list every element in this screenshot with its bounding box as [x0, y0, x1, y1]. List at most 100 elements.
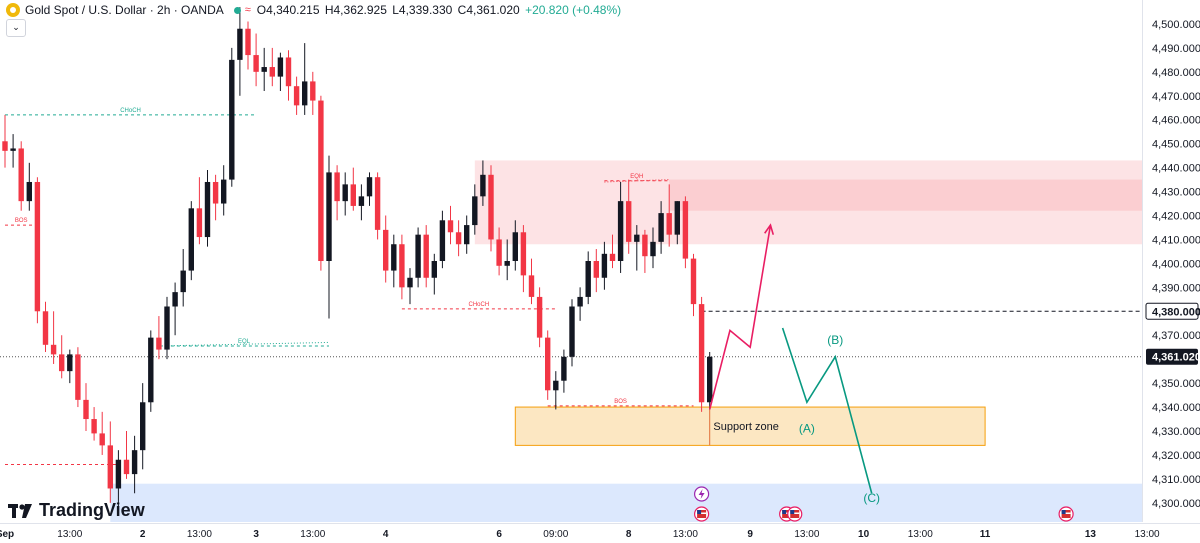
time-tick-label: 13:00: [57, 529, 82, 540]
candle-body: [682, 201, 689, 259]
candle-body: [674, 201, 680, 235]
candle-body: [407, 277, 413, 288]
low-value: L4,339.330: [392, 3, 453, 17]
candle-body: [464, 225, 470, 245]
us-flag-canton: [782, 510, 787, 514]
candle-body: [577, 296, 583, 307]
time-tick-label: Sep: [0, 529, 14, 540]
time-tick-label: 3: [253, 529, 259, 540]
candle-body: [164, 306, 170, 350]
event-markers-layer: [693, 486, 1074, 522]
price-tick-label: 4,470.000: [1152, 91, 1200, 103]
price-tick-label: 4,500.000: [1152, 19, 1200, 31]
time-tick-label: 13: [1085, 529, 1097, 540]
wave-label-2: (C): [863, 491, 880, 505]
candle-body: [131, 450, 138, 475]
us-flag-stripe-white: [697, 512, 707, 514]
us-flag-canton: [697, 510, 702, 514]
candle-body: [115, 459, 122, 489]
candle-body: [504, 261, 510, 266]
candle-body: [593, 261, 599, 278]
candle-body: [561, 356, 567, 381]
eqh-line: [604, 179, 670, 183]
candle-body: [650, 241, 656, 257]
candle-body: [528, 275, 535, 297]
zone-3: [110, 483, 1142, 522]
time-tick-label: 6: [496, 529, 502, 540]
collapse-toggle-button[interactable]: ⌄: [6, 19, 26, 37]
candle-body: [707, 356, 713, 403]
candle-body: [617, 201, 624, 261]
price-tick-label: 4,330.000: [1152, 426, 1200, 438]
wave-icon[interactable]: ≈: [244, 4, 251, 16]
price-axis-bg: [1142, 0, 1200, 543]
price-tick-label: 4,490.000: [1152, 43, 1200, 55]
candle-body: [237, 28, 243, 60]
time-tick-label: 8: [626, 529, 632, 540]
us-flag-canton: [1061, 510, 1066, 514]
lightning-glyph: [698, 489, 705, 499]
candle-body: [634, 234, 640, 242]
candle-body: [156, 337, 162, 350]
level-label-5: BOS: [614, 399, 627, 405]
candle-body: [642, 234, 648, 257]
candle-body: [520, 232, 527, 276]
candle-body: [67, 354, 73, 372]
projection-paths-layer: [708, 223, 873, 494]
time-tick-label: 13:00: [300, 529, 325, 540]
candle-body: [285, 57, 292, 87]
labels-layer: (A) (B) (C): [799, 333, 880, 505]
candle-body: [358, 196, 365, 206]
candle-body: [569, 306, 575, 357]
zone-1: [669, 179, 1142, 211]
zones-layer: Support zone: [110, 160, 1142, 522]
time-tick-label: 11: [980, 529, 991, 540]
candle-body: [399, 244, 405, 288]
candle-body: [350, 184, 356, 206]
candle-body: [366, 177, 373, 197]
eql-line: [158, 341, 330, 347]
candle-body: [488, 174, 494, 240]
price-tick-label: 4,420.000: [1152, 211, 1200, 223]
candle-body: [690, 258, 697, 305]
time-tick-label: 13:00: [908, 529, 933, 540]
candle-body: [83, 399, 89, 420]
price-tick-label: 4,390.000: [1152, 282, 1200, 294]
ohlc-values: O4,340.215 H4,362.925 L4,339.330 C4,361.…: [257, 3, 623, 17]
candle-body: [553, 380, 559, 391]
candle-body: [302, 81, 308, 106]
price-tick-label: 4,320.000: [1152, 450, 1200, 462]
time-tick-label: 13:00: [673, 529, 698, 540]
candle-body: [261, 67, 267, 72]
change-value: +20.820 (+0.48%): [525, 3, 622, 17]
candle-body: [123, 459, 130, 475]
candle-body: [99, 433, 105, 446]
zone-0: [474, 160, 1142, 245]
tradingview-logo: TradingView: [8, 500, 145, 521]
candle-body: [42, 311, 49, 345]
wave-label-1: (B): [827, 333, 843, 347]
close-value: C4,361.020: [457, 3, 520, 17]
tradingview-mark-icon: [8, 503, 32, 518]
time-axis: Sep 13:00 2 13:00 3 13:00 4 6 09:00 8 13:00 9 13:00 1…: [0, 523, 1200, 543]
candle-body: [334, 172, 340, 202]
time-tick-label: 09:00: [543, 529, 568, 540]
candle-body: [447, 220, 454, 233]
current-price-tag: [1146, 348, 1198, 365]
candle-body: [496, 239, 502, 266]
level-label-4: EQH: [630, 174, 643, 180]
candle-body: [245, 28, 251, 56]
zone-2: [514, 406, 986, 446]
symbol-title[interactable]: Gold Spot / U.S. Dollar · 2h · OANDA: [25, 3, 224, 17]
level-label-1: BOS: [15, 218, 28, 224]
candle-body: [221, 179, 227, 204]
market-status-icon: [233, 6, 241, 14]
candles-layer: [2, 7, 713, 508]
candle-body: [34, 181, 41, 312]
candle-body: [188, 208, 194, 271]
candle-body: [585, 261, 591, 297]
price-tick-label: 4,440.000: [1152, 163, 1200, 175]
price-tick-label: 4,400.000: [1152, 258, 1200, 270]
candle-body: [601, 253, 608, 278]
